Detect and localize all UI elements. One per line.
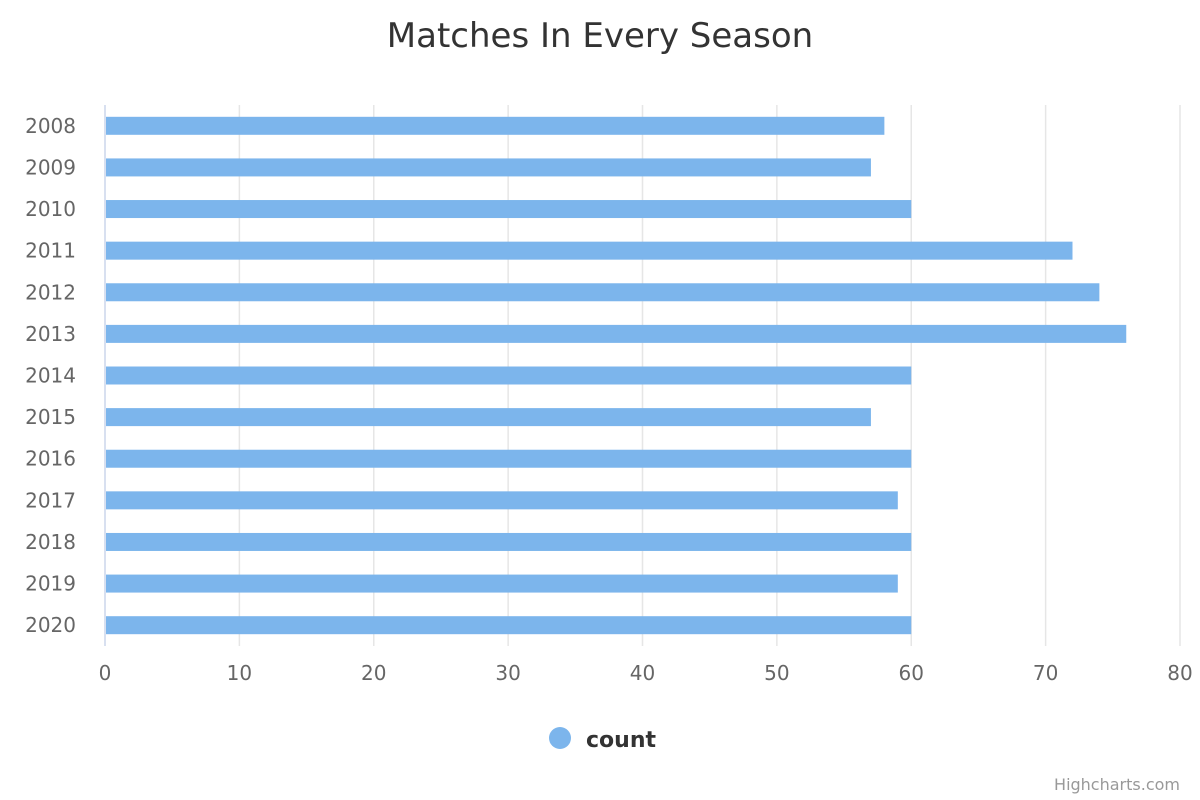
category-labels: 2008 2009 2010 2011 2012 2013 2014 2015 2016 2017…: [25, 114, 76, 637]
legend-label[interactable]: count: [586, 728, 656, 753]
category-label: 2008: [25, 114, 76, 138]
chart-title: Matches In Every Season: [387, 16, 813, 56]
category-label: 2014: [25, 364, 76, 388]
category-label: 2012: [25, 280, 76, 304]
bar-2011[interactable]: [106, 241, 1073, 260]
category-label: 2018: [25, 530, 76, 554]
value-tick-label: 30: [495, 661, 520, 685]
bar-2012[interactable]: [106, 283, 1100, 302]
category-label: 2011: [25, 239, 76, 263]
bar-2014[interactable]: [106, 366, 912, 385]
value-tick-label: 50: [764, 661, 789, 685]
bar-2008[interactable]: [106, 116, 885, 135]
value-tick-label: 40: [630, 661, 655, 685]
legend-symbol-icon[interactable]: [549, 727, 571, 749]
bar-2019[interactable]: [106, 574, 898, 593]
value-tick-label: 10: [227, 661, 252, 685]
value-tick-label: 20: [361, 661, 386, 685]
category-label: 2010: [25, 197, 76, 221]
category-label: 2017: [25, 488, 76, 512]
bar-2017[interactable]: [106, 491, 898, 510]
bar-2009[interactable]: [106, 158, 871, 177]
category-label: 2015: [25, 405, 76, 429]
value-tick-label: 60: [899, 661, 924, 685]
bar-2016[interactable]: [106, 449, 912, 468]
value-tick-label: 0: [99, 661, 112, 685]
legend[interactable]: count: [549, 727, 656, 753]
bar-2015[interactable]: [106, 408, 871, 427]
bar-2020[interactable]: [106, 616, 912, 635]
bar-2010[interactable]: [106, 200, 912, 219]
category-label: 2019: [25, 572, 76, 596]
value-axis-labels: 0 10 20 30 40 50 60 70 80: [99, 661, 1193, 685]
category-label: 2013: [25, 322, 76, 346]
bars: [106, 116, 1127, 635]
credits-link[interactable]: Highcharts.com: [1054, 775, 1180, 794]
bar-2018[interactable]: [106, 532, 912, 551]
category-label: 2016: [25, 447, 76, 471]
category-label: 2009: [25, 155, 76, 179]
bar-2013[interactable]: [106, 324, 1127, 343]
category-label: 2020: [25, 613, 76, 637]
value-tick-label: 70: [1033, 661, 1058, 685]
value-tick-label: 80: [1167, 661, 1192, 685]
